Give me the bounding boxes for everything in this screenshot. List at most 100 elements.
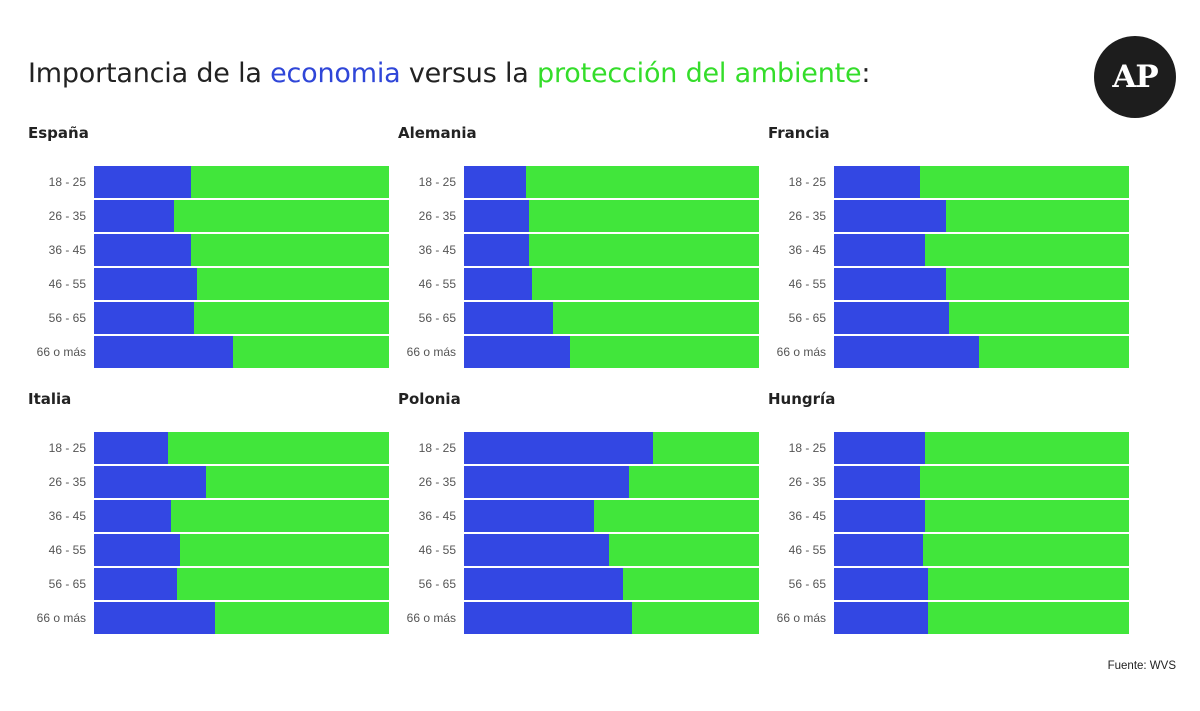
row-label-espana-66-o-mas: 66 o más <box>36 345 86 359</box>
row-label-polonia-36-45: 36 - 45 <box>418 509 456 523</box>
row-label-francia-56-65: 56 - 65 <box>788 311 826 325</box>
bar-environment-polonia-36-45 <box>594 500 759 532</box>
row-label-italia-18-25: 18 - 25 <box>48 441 86 455</box>
bar-environment-alemania-36-45 <box>529 234 759 266</box>
bar-economy-espana-46-55 <box>94 268 197 300</box>
bar-economy-francia-56-65 <box>834 302 949 334</box>
row-label-francia-66-o-mas: 66 o más <box>776 345 826 359</box>
bar-environment-francia-66-o-mas <box>979 336 1129 368</box>
bar-economy-alemania-46-55 <box>464 268 532 300</box>
row-label-alemania-18-25: 18 - 25 <box>418 175 456 189</box>
bar-environment-francia-46-55 <box>946 268 1129 300</box>
bar-environment-francia-26-35 <box>946 200 1129 232</box>
title-environment: protección del ambiente <box>537 58 862 89</box>
bar-economy-italia-66-o-mas <box>94 602 215 634</box>
bar-environment-espana-26-35 <box>174 200 389 232</box>
bar-economy-alemania-56-65 <box>464 302 553 334</box>
row-label-italia-26-35: 26 - 35 <box>48 475 86 489</box>
bar-economy-italia-46-55 <box>94 534 180 566</box>
row-label-polonia-56-65: 56 - 65 <box>418 577 456 591</box>
panel-title-italia: Italia <box>28 390 72 408</box>
row-label-italia-56-65: 56 - 65 <box>48 577 86 591</box>
bar-environment-polonia-66-o-mas <box>632 602 759 634</box>
bar-economy-francia-66-o-mas <box>834 336 979 368</box>
bar-environment-espana-66-o-mas <box>233 336 389 368</box>
bar-economy-alemania-26-35 <box>464 200 529 232</box>
bar-environment-alemania-26-35 <box>529 200 759 232</box>
bar-environment-alemania-18-25 <box>526 166 759 198</box>
source-note: Fuente: WVS <box>1107 660 1176 672</box>
bar-environment-alemania-56-65 <box>553 302 759 334</box>
bar-economy-italia-36-45 <box>94 500 171 532</box>
bar-environment-francia-56-65 <box>949 302 1129 334</box>
row-label-hungria-18-25: 18 - 25 <box>788 441 826 455</box>
bar-environment-francia-36-45 <box>925 234 1129 266</box>
row-label-francia-18-25: 18 - 25 <box>788 175 826 189</box>
bar-economy-italia-56-65 <box>94 568 177 600</box>
bar-environment-polonia-46-55 <box>609 534 759 566</box>
bar-economy-polonia-46-55 <box>464 534 609 566</box>
bar-economy-hungria-26-35 <box>834 466 920 498</box>
row-label-francia-36-45: 36 - 45 <box>788 243 826 257</box>
row-label-italia-46-55: 46 - 55 <box>48 543 86 557</box>
bar-environment-hungria-18-25 <box>925 432 1129 464</box>
bar-economy-hungria-36-45 <box>834 500 925 532</box>
bar-economy-hungria-56-65 <box>834 568 928 600</box>
title-mid: versus la <box>400 58 537 89</box>
bar-environment-alemania-46-55 <box>532 268 759 300</box>
row-label-hungria-46-55: 46 - 55 <box>788 543 826 557</box>
bar-environment-hungria-36-45 <box>925 500 1129 532</box>
row-label-alemania-36-45: 36 - 45 <box>418 243 456 257</box>
row-label-espana-56-65: 56 - 65 <box>48 311 86 325</box>
bar-economy-francia-36-45 <box>834 234 925 266</box>
bar-environment-espana-36-45 <box>191 234 389 266</box>
bar-economy-espana-56-65 <box>94 302 194 334</box>
bar-economy-alemania-66-o-mas <box>464 336 570 368</box>
bar-economy-italia-18-25 <box>94 432 168 464</box>
panel-title-hungria: Hungría <box>768 390 836 408</box>
bar-economy-espana-26-35 <box>94 200 174 232</box>
row-label-polonia-66-o-mas: 66 o más <box>406 611 456 625</box>
bar-environment-italia-56-65 <box>177 568 389 600</box>
row-label-hungria-56-65: 56 - 65 <box>788 577 826 591</box>
row-label-francia-46-55: 46 - 55 <box>788 277 826 291</box>
row-label-alemania-26-35: 26 - 35 <box>418 209 456 223</box>
row-label-francia-26-35: 26 - 35 <box>788 209 826 223</box>
row-label-hungria-66-o-mas: 66 o más <box>776 611 826 625</box>
row-label-espana-26-35: 26 - 35 <box>48 209 86 223</box>
title-economy: economia <box>270 58 401 89</box>
row-label-polonia-26-35: 26 - 35 <box>418 475 456 489</box>
bar-economy-espana-18-25 <box>94 166 191 198</box>
panel-title-espana: España <box>28 124 89 142</box>
bar-economy-italia-26-35 <box>94 466 206 498</box>
bar-environment-alemania-66-o-mas <box>570 336 759 368</box>
chart-title: Importancia de la economia versus la pro… <box>28 54 871 94</box>
logo-text: AP <box>1112 59 1158 95</box>
bar-economy-polonia-18-25 <box>464 432 653 464</box>
row-label-polonia-46-55: 46 - 55 <box>418 543 456 557</box>
bar-environment-espana-18-25 <box>191 166 389 198</box>
bar-environment-polonia-18-25 <box>653 432 759 464</box>
row-label-polonia-18-25: 18 - 25 <box>418 441 456 455</box>
bar-economy-hungria-66-o-mas <box>834 602 928 634</box>
bar-economy-polonia-56-65 <box>464 568 623 600</box>
bar-economy-espana-66-o-mas <box>94 336 233 368</box>
row-label-espana-18-25: 18 - 25 <box>48 175 86 189</box>
row-label-italia-66-o-mas: 66 o más <box>36 611 86 625</box>
ap-logo: AP <box>1094 36 1176 118</box>
row-label-alemania-46-55: 46 - 55 <box>418 277 456 291</box>
bar-environment-italia-26-35 <box>206 466 389 498</box>
bar-economy-alemania-18-25 <box>464 166 526 198</box>
bar-environment-espana-56-65 <box>194 302 389 334</box>
bar-economy-francia-26-35 <box>834 200 946 232</box>
panel-title-polonia: Polonia <box>398 390 461 408</box>
bar-economy-hungria-18-25 <box>834 432 925 464</box>
bar-environment-hungria-56-65 <box>928 568 1129 600</box>
bar-environment-hungria-46-55 <box>923 534 1129 566</box>
bar-economy-alemania-36-45 <box>464 234 529 266</box>
bar-environment-hungria-66-o-mas <box>928 602 1129 634</box>
bar-environment-espana-46-55 <box>197 268 389 300</box>
row-label-hungria-26-35: 26 - 35 <box>788 475 826 489</box>
panel-title-alemania: Alemania <box>398 124 477 142</box>
row-label-alemania-66-o-mas: 66 o más <box>406 345 456 359</box>
